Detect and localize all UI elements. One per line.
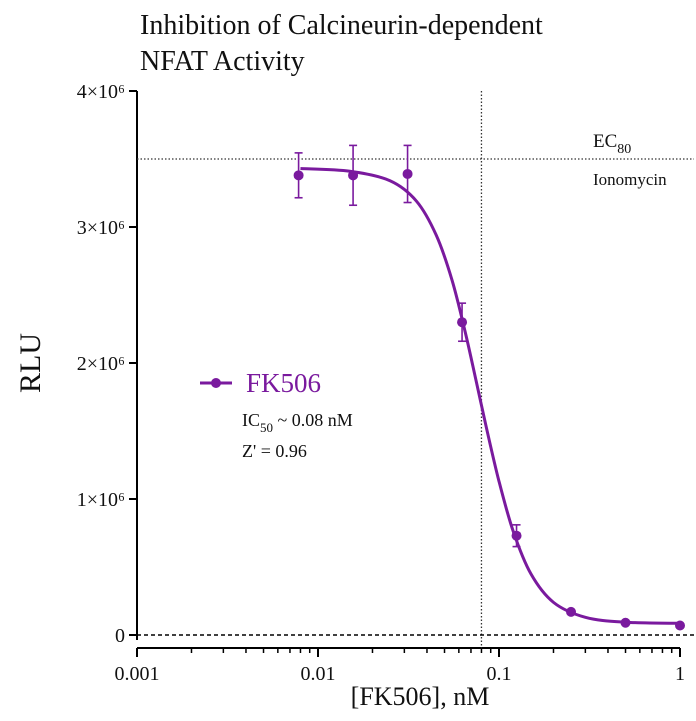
x-tick-label: 1 — [675, 663, 685, 685]
data-point — [348, 170, 359, 181]
y-axis-label: RLU — [14, 333, 47, 393]
data-point — [566, 606, 577, 617]
annotation: IC50 ~ 0.08 nM — [242, 410, 353, 435]
data-point — [675, 620, 685, 631]
data-point — [293, 170, 304, 181]
data-point — [457, 317, 468, 328]
annotation: IC — [242, 410, 260, 430]
annotation: ~ 0.08 nM — [273, 410, 353, 430]
annotation: 80 — [617, 142, 631, 157]
chart-title: NFAT Activity — [140, 46, 305, 77]
data-point — [620, 617, 631, 628]
y-tick-label: 0 — [115, 625, 125, 647]
y-tick-label: 1×10⁶ — [77, 489, 125, 511]
y-tick-label: 4×10⁶ — [77, 81, 125, 103]
annotation: Ionomycin — [593, 170, 667, 189]
x-tick-label: 0.1 — [487, 663, 512, 685]
x-axis-label: [FK506], nM — [351, 682, 490, 711]
y-tick-label: 3×10⁶ — [77, 217, 125, 239]
fit-curve — [300, 167, 681, 625]
chart-title: Inhibition of Calcineurin-dependent — [140, 10, 543, 41]
annotation: Z' = 0.96 — [242, 441, 307, 461]
data-point — [511, 530, 522, 541]
x-tick-label: 0.001 — [115, 663, 160, 685]
legend-marker — [211, 378, 221, 388]
annotation: EC80 — [593, 131, 631, 157]
data-point — [402, 168, 413, 179]
x-tick-label: 0.01 — [301, 663, 336, 685]
annotation: EC — [593, 131, 617, 152]
y-tick-label: 2×10⁶ — [77, 353, 125, 375]
annotation: 50 — [260, 420, 273, 435]
legend-label: FK506 — [246, 368, 321, 398]
